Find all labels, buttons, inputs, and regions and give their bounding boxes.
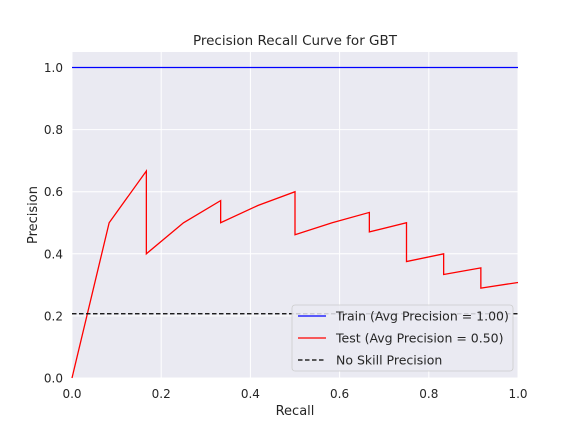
legend-box — [291, 304, 514, 372]
legend-entry-label: Train (Avg Precision = 1.00) — [335, 309, 509, 324]
x-tick-label: 0.8 — [419, 387, 438, 401]
y-tick-label: 0.6 — [44, 185, 63, 199]
legend: Train (Avg Precision = 1.00) Test (Avg Pr… — [291, 304, 514, 372]
test-series-line — [71, 168, 519, 379]
y-tick-label: 0.4 — [44, 247, 63, 261]
chart-title: Precision Recall Curve for GBT — [193, 33, 398, 49]
x-axis-ticks: 0.0 0.2 0.4 0.6 0.8 1.0 — [62, 387, 527, 401]
x-tick-label: 1.0 — [508, 387, 527, 401]
x-axis-label: Recall — [276, 404, 315, 419]
legend-entry-label: No Skill Precision — [336, 353, 442, 368]
x-tick-label: 0.2 — [152, 387, 171, 401]
y-tick-label: 0.0 — [44, 372, 63, 386]
x-tick-label: 0.6 — [330, 387, 349, 401]
x-tick-label: 0.4 — [241, 387, 260, 401]
y-axis-label: Precision — [26, 186, 41, 244]
legend-entry-label: Test (Avg Precision = 0.50) — [335, 331, 504, 346]
y-tick-label: 1.0 — [44, 61, 63, 75]
y-axis-ticks: 0.0 0.2 0.4 0.6 0.8 1.0 — [44, 61, 63, 385]
x-tick-label: 0.0 — [62, 387, 81, 401]
y-tick-label: 0.8 — [44, 123, 63, 137]
y-tick-label: 0.2 — [44, 309, 63, 323]
